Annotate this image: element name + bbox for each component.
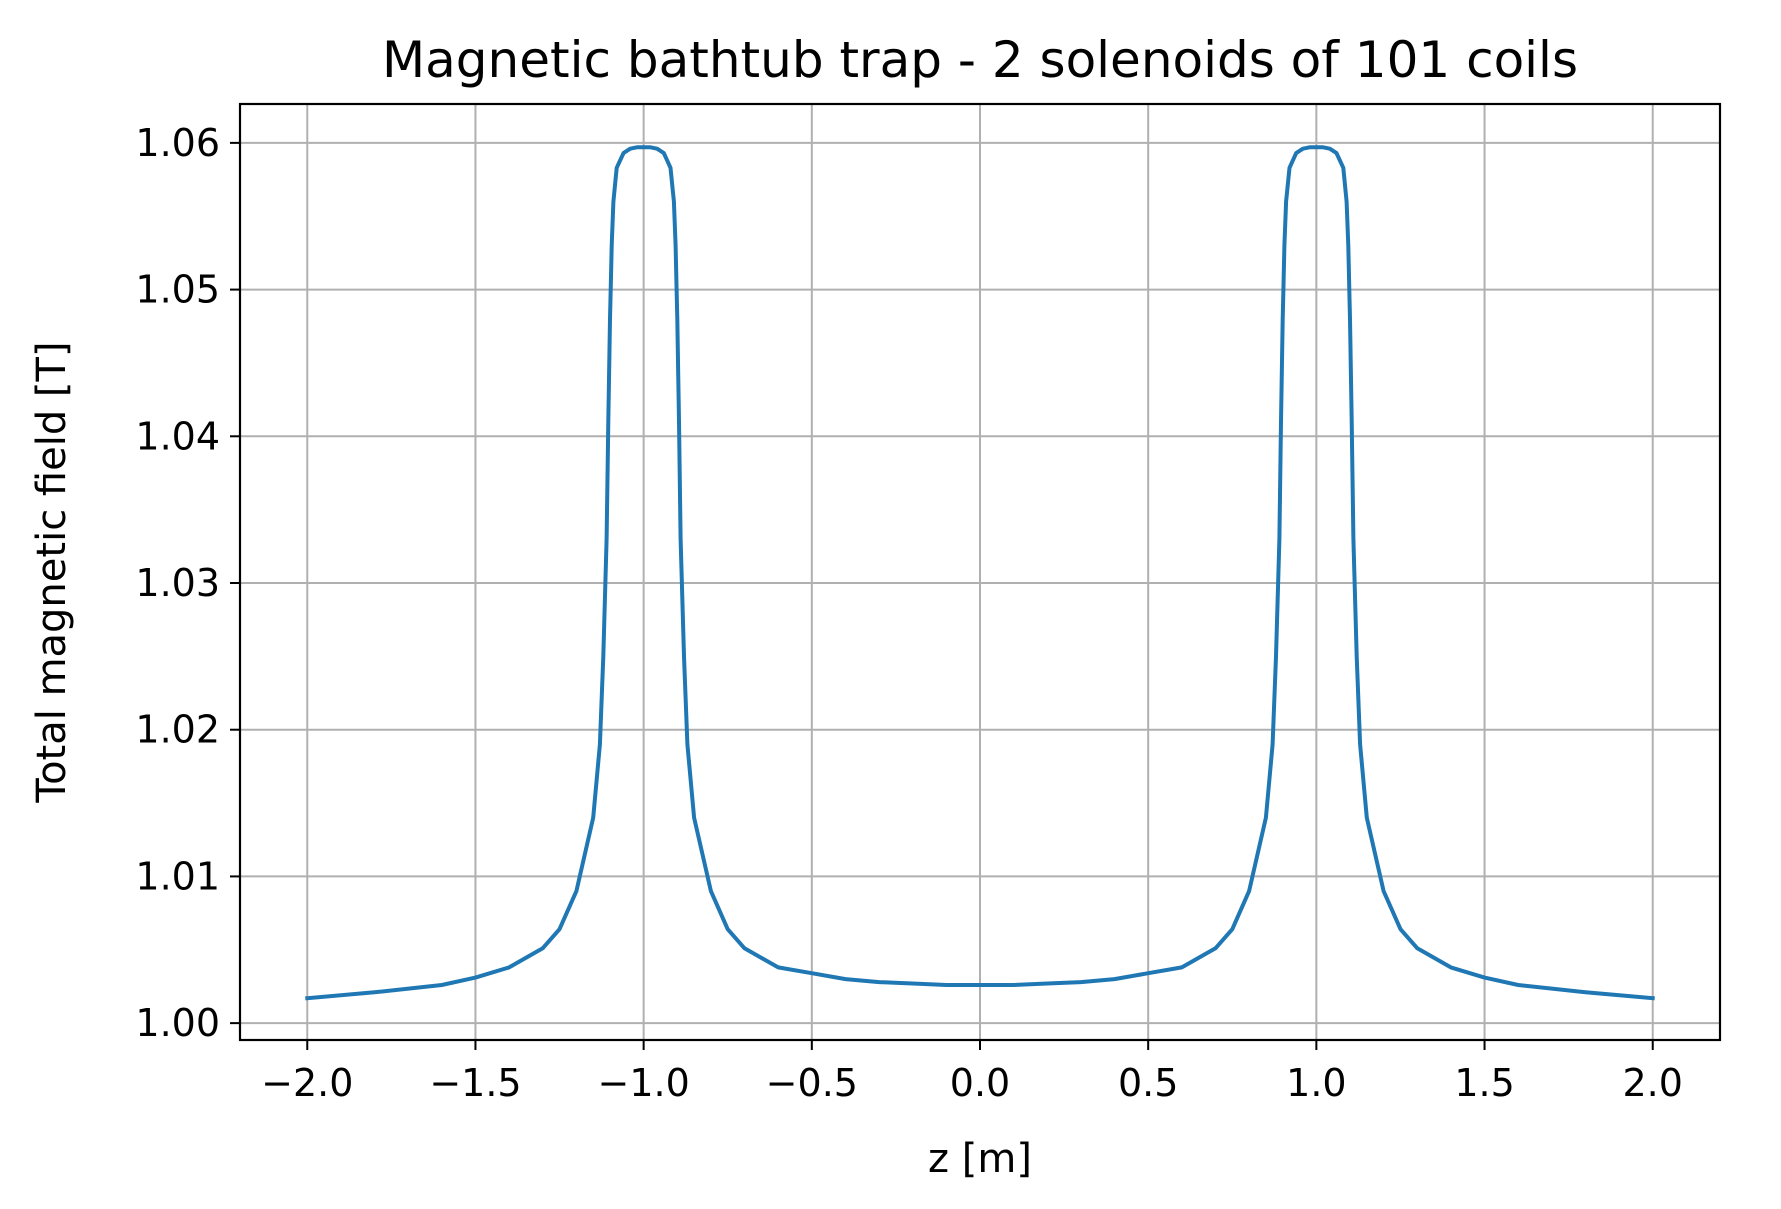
x-axis: −2.0 −1.5 −1.0 −0.5 0.0 0.5 1.0 1.5 2.0 xyxy=(261,1040,1683,1105)
x-axis-label: z [m] xyxy=(928,1136,1032,1182)
x-tick-label: 0.5 xyxy=(1118,1061,1178,1105)
x-tick-label: −1.0 xyxy=(597,1061,689,1105)
y-tick-label: 1.05 xyxy=(135,268,220,312)
x-tick-label: 1.5 xyxy=(1454,1061,1514,1105)
plot-area xyxy=(305,145,1655,1001)
chart-title: Magnetic bathtub trap - 2 solenoids of 1… xyxy=(382,31,1578,89)
y-tick-label: 1.04 xyxy=(135,414,220,458)
y-axis-label: Total magnetic field [T] xyxy=(29,341,75,803)
x-tick-label: 0.0 xyxy=(950,1061,1010,1105)
y-tick-label: 1.03 xyxy=(135,561,220,605)
y-axis: 1.00 1.01 1.02 1.03 1.04 1.05 1.06 xyxy=(135,121,240,1045)
x-tick-label: 1.0 xyxy=(1286,1061,1346,1105)
y-tick-label: 1.01 xyxy=(135,854,220,898)
x-tick-label: −2.0 xyxy=(261,1061,353,1105)
y-tick-label: 1.02 xyxy=(135,708,220,752)
series-line-0 xyxy=(305,145,1655,1001)
x-tick-label: −1.5 xyxy=(429,1061,521,1105)
y-tick-label: 1.06 xyxy=(135,121,220,165)
x-tick-label: 2.0 xyxy=(1623,1061,1683,1105)
y-tick-label: 1.00 xyxy=(135,1001,220,1045)
grid xyxy=(240,104,1720,1040)
x-tick-label: −0.5 xyxy=(766,1061,858,1105)
